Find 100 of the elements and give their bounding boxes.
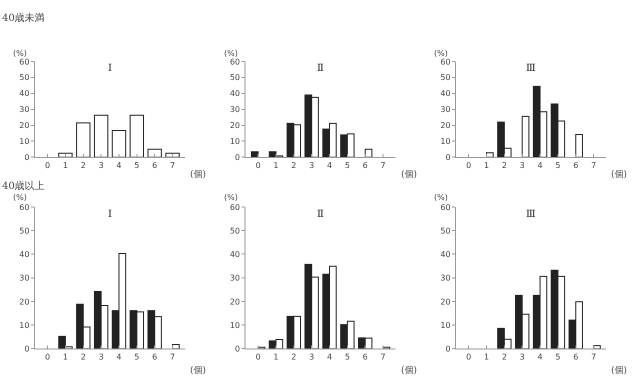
x-tick-label: 6 xyxy=(573,352,578,362)
x-tick-label: 0 xyxy=(466,160,472,170)
x-tick-label: 7 xyxy=(170,352,176,362)
chart-title: Ⅲ xyxy=(526,209,536,220)
y-tick-label: 60 xyxy=(230,57,240,66)
x-tick-label: 6 xyxy=(152,160,158,170)
x-axis-title: (個) xyxy=(401,169,418,180)
x-tick-label: 6 xyxy=(362,352,368,362)
y-tick-label: 50 xyxy=(230,73,240,82)
y-tick-label: 30 xyxy=(19,105,30,114)
x-tick-label: 3 xyxy=(98,352,104,362)
y-tick-label: 30 xyxy=(19,274,30,283)
x-axis-title: (個) xyxy=(611,365,628,376)
x-axis-title: (個) xyxy=(611,169,628,180)
chart-title: Ⅱ xyxy=(317,63,324,74)
x-tick-label: 5 xyxy=(555,352,560,362)
x-tick-label: 0 xyxy=(256,160,261,170)
x-tick-label: 1 xyxy=(484,352,490,362)
y-tick-label: 10 xyxy=(19,137,30,146)
x-tick-label: 6 xyxy=(573,160,578,170)
x-tick-label: 0 xyxy=(466,352,472,362)
x-tick-label: 3 xyxy=(309,160,314,170)
chart-subtitle: 40歳未満 xyxy=(2,12,45,24)
bar xyxy=(486,152,494,158)
x-tick-label: 4 xyxy=(538,160,543,170)
y-tick-label: 20 xyxy=(230,297,240,306)
bar xyxy=(76,122,90,158)
y-tick-label: 20 xyxy=(230,121,240,130)
y-tick-label: 0 xyxy=(234,153,240,162)
bar xyxy=(522,116,530,158)
y-tick-label: 50 xyxy=(440,73,451,82)
x-tick-label: 2 xyxy=(80,352,86,362)
y-axis-title: (%) xyxy=(434,193,448,202)
x-axis-title: (個) xyxy=(401,365,418,376)
y-axis-title: (%) xyxy=(434,49,448,58)
x-tick-label: 4 xyxy=(326,352,332,362)
y-tick-label: 20 xyxy=(19,297,30,306)
y-tick-label: 40 xyxy=(440,89,451,98)
x-tick-label: 7 xyxy=(591,352,596,362)
y-tick-label: 60 xyxy=(19,202,30,212)
y-tick-label: 60 xyxy=(440,57,451,66)
bar xyxy=(58,152,73,158)
x-tick-label: 4 xyxy=(116,160,122,170)
x-tick-label: 1 xyxy=(62,160,68,170)
y-tick-label: 40 xyxy=(19,250,30,260)
y-tick-label: 10 xyxy=(230,137,240,146)
x-tick-label: 5 xyxy=(344,160,350,170)
y-tick-label: 0 xyxy=(445,153,451,162)
y-tick-label: 50 xyxy=(19,226,30,236)
x-tick-label: 6 xyxy=(362,160,368,170)
x-tick-label: 1 xyxy=(273,352,279,362)
x-tick-label: 5 xyxy=(134,352,140,362)
x-tick-label: 0 xyxy=(45,352,50,362)
x-tick-label: 2 xyxy=(80,160,86,170)
x-tick-label: 1 xyxy=(273,160,279,170)
y-tick-label: 30 xyxy=(440,274,451,283)
y-axis-title: (%) xyxy=(13,193,27,202)
x-tick-label: 5 xyxy=(555,160,560,170)
y-tick-label: 40 xyxy=(19,89,30,98)
bar xyxy=(147,148,162,158)
y-tick-label: 10 xyxy=(440,137,451,146)
y-tick-label: 30 xyxy=(230,105,240,114)
y-tick-label: 0 xyxy=(234,344,240,354)
y-tick-label: 20 xyxy=(440,121,451,130)
x-tick-label: 2 xyxy=(502,160,507,170)
bar xyxy=(94,114,108,158)
x-tick-label: 3 xyxy=(520,352,525,362)
bar xyxy=(364,148,372,158)
y-tick-label: 0 xyxy=(445,344,451,354)
x-tick-label: 4 xyxy=(538,352,543,362)
x-tick-label: 6 xyxy=(152,352,158,362)
chart-title: Ⅲ xyxy=(526,63,536,74)
y-tick-label: 40 xyxy=(230,89,240,98)
x-tick-label: 0 xyxy=(256,352,261,362)
x-tick-label: 7 xyxy=(380,160,386,170)
x-tick-label: 7 xyxy=(380,352,386,362)
x-tick-label: 1 xyxy=(62,352,68,362)
y-tick-label: 60 xyxy=(230,202,240,212)
x-tick-label: 2 xyxy=(291,352,296,362)
x-tick-label: 7 xyxy=(170,160,176,170)
x-tick-label: 1 xyxy=(484,160,490,170)
bar xyxy=(593,345,601,349)
y-tick-label: 40 xyxy=(440,250,451,260)
y-axis-title: (%) xyxy=(224,49,238,58)
y-tick-label: 10 xyxy=(440,320,451,330)
x-tick-label: 2 xyxy=(502,352,507,362)
x-tick-label: 5 xyxy=(134,160,140,170)
bar xyxy=(575,134,583,158)
y-tick-label: 40 xyxy=(230,250,240,260)
x-axis-title: (個) xyxy=(190,365,206,376)
y-tick-label: 10 xyxy=(230,320,240,330)
x-tick-label: 3 xyxy=(520,160,525,170)
bar xyxy=(130,114,144,158)
y-tick-label: 50 xyxy=(440,226,451,236)
x-axis-title: (個) xyxy=(190,169,206,180)
bar xyxy=(112,130,126,158)
chart-title: Ⅱ xyxy=(317,209,324,220)
x-tick-label: 3 xyxy=(98,160,104,170)
x-tick-label: 3 xyxy=(309,352,314,362)
y-tick-label: 20 xyxy=(19,121,30,130)
